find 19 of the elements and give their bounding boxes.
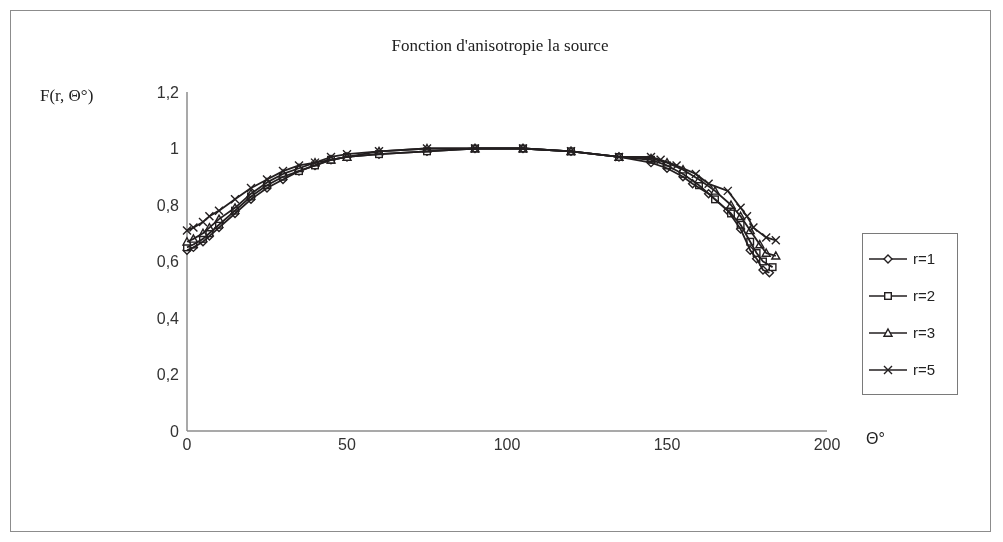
x-tick-label: 50 bbox=[338, 436, 356, 454]
legend-label: r=1 bbox=[913, 250, 936, 267]
x-tick-label: 200 bbox=[813, 436, 841, 454]
y-tick-label: 0,4 bbox=[156, 309, 180, 327]
x-tick-label: 150 bbox=[653, 436, 681, 454]
legend-label: r=2 bbox=[913, 287, 936, 304]
x-axis-title: Θ° bbox=[866, 430, 885, 447]
y-tick-label: 0,8 bbox=[156, 196, 180, 214]
legend-label: r=5 bbox=[913, 361, 936, 378]
legend-label: r=3 bbox=[913, 324, 936, 341]
y-axis-title: F(r, Θ°) bbox=[40, 86, 94, 105]
y-tick-label: 1 bbox=[170, 140, 180, 158]
x-tick-label: 0 bbox=[182, 436, 192, 454]
x-tick-label: 100 bbox=[493, 436, 521, 454]
chart-title: Fonction d'anisotropie la source bbox=[391, 36, 609, 55]
y-tick-label: 0,6 bbox=[156, 253, 180, 271]
y-tick-label: 0 bbox=[170, 422, 180, 440]
y-tick-label: 1,2 bbox=[156, 83, 180, 101]
y-tick-label: 0,2 bbox=[156, 366, 180, 384]
